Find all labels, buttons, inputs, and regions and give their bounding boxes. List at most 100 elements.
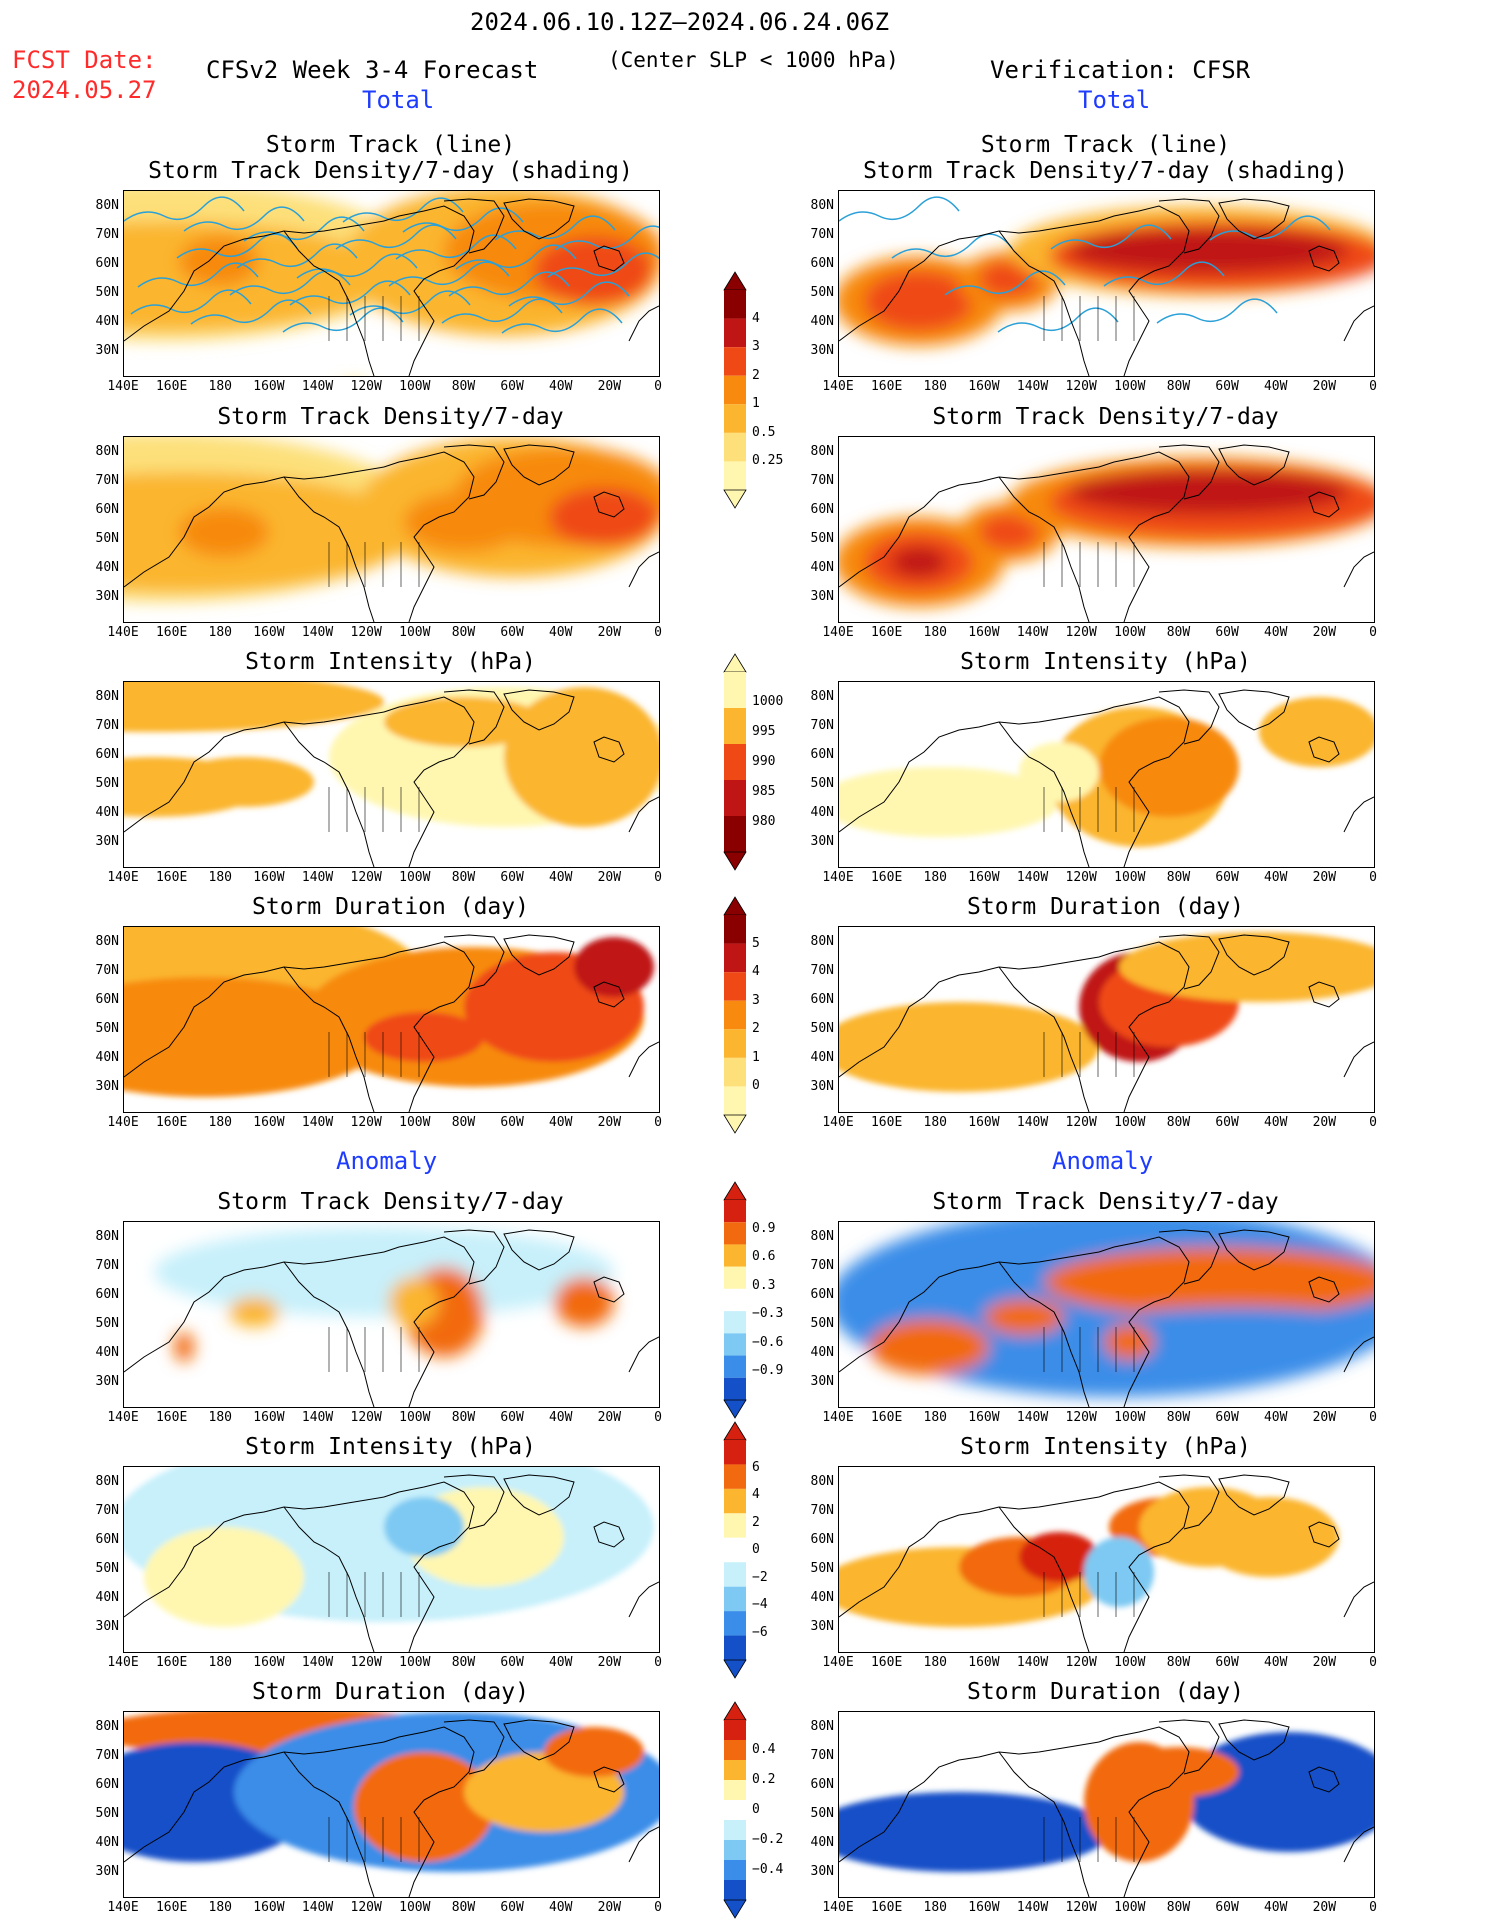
coastline: [1098, 205, 1190, 376]
shaded-region: [1084, 1537, 1154, 1607]
lon-tick-label: 100W: [1114, 379, 1146, 394]
lon-tick-label: 40W: [548, 1115, 573, 1130]
lon-tick-label: 160E: [870, 870, 903, 885]
shaded-region: [544, 1727, 644, 1777]
storm-track-line: [236, 243, 358, 269]
map-panel: [838, 436, 1375, 623]
lon-tick-label: 140W: [301, 1655, 334, 1670]
section-anomaly-left: Anomaly: [336, 1147, 438, 1175]
lon-tick-label: 80W: [1166, 379, 1191, 394]
forecast-title: CFSv2 Week 3-4 Forecast: [206, 56, 539, 84]
lon-tick-label: 60W: [500, 1410, 524, 1425]
lon-tick-label: 160W: [253, 379, 285, 394]
coastline: [1158, 934, 1220, 990]
coastline: [503, 198, 575, 240]
map-panel: [838, 681, 1375, 868]
lon-tick-label: 120W: [350, 1655, 382, 1670]
lon-tick-label: 40W: [1263, 1115, 1288, 1130]
coastline: [443, 444, 505, 500]
storm-track-line: [547, 252, 659, 278]
coastline: [1098, 941, 1190, 1112]
lon-tick-label: 140W: [301, 1410, 334, 1425]
lat-tick-label: 40N: [810, 1345, 834, 1360]
storm-track-line: [448, 271, 570, 297]
lon-tick-label: 20W: [1312, 870, 1337, 885]
coastline: [443, 934, 505, 990]
colorbar-segment: [724, 1266, 746, 1289]
coastline: [443, 1719, 505, 1775]
colorbar-segment: [724, 672, 746, 708]
shaded-region: [1119, 1747, 1239, 1797]
colorbar-segment: [724, 1222, 746, 1245]
lon-tick-label: 120W: [1065, 1115, 1097, 1130]
storm-track-line: [183, 206, 305, 232]
colorbar-label: 3: [752, 339, 760, 355]
colorbar-segment: [724, 1800, 746, 1820]
coastline: [283, 721, 375, 867]
shaded-region: [839, 1792, 1109, 1872]
lat-tick-label: 70N: [810, 227, 834, 242]
lat-tick-label: 50N: [810, 1021, 834, 1036]
colorbar-label: −0.3: [752, 1306, 784, 1322]
coastline: [839, 1741, 1100, 1863]
lon-tick-label: 160E: [155, 1655, 188, 1670]
lat-tick-label: 40N: [95, 1590, 119, 1605]
lat-tick-label: 50N: [95, 1806, 119, 1821]
lat-tick-label: 50N: [810, 531, 834, 546]
colorbar-label: 0.3: [752, 1277, 776, 1293]
lat-tick-label: 60N: [95, 1287, 119, 1302]
shaded-region: [979, 514, 1039, 550]
colorbar-label: −4: [752, 1597, 768, 1612]
coastline: [1098, 1236, 1190, 1407]
map-panel: [123, 1466, 660, 1653]
coastline: [124, 956, 385, 1078]
colorbar-label: −0.4: [752, 1862, 784, 1877]
lon-tick-label: 100W: [399, 1655, 431, 1670]
lat-tick-label: 70N: [810, 1258, 834, 1273]
lon-tick-label: 120W: [350, 379, 382, 394]
fcst-date-value: 2024.05.27: [12, 76, 157, 104]
coastline: [628, 551, 659, 588]
shaded-region: [839, 1002, 1099, 1092]
lat-tick-label: 70N: [95, 963, 119, 978]
panel-title: Storm Track Density/7-day: [932, 404, 1279, 430]
colorbar-segment: [724, 943, 746, 973]
coastline: [593, 736, 625, 763]
coastline: [1308, 736, 1340, 763]
coastline: [1343, 551, 1374, 588]
colorbar-label: 4: [752, 310, 760, 326]
lat-tick-label: 40N: [95, 1345, 119, 1360]
shaded-region: [1019, 742, 1099, 802]
lat-tick-label: 70N: [810, 1503, 834, 1518]
coastline: [839, 1251, 1100, 1373]
colorbar-segment: [724, 708, 746, 744]
colorbar-label: 0.25: [752, 453, 784, 469]
lon-tick-label: 20W: [1312, 625, 1337, 640]
lon-tick-label: 80W: [1166, 1900, 1191, 1915]
coastline: [998, 476, 1090, 622]
map-panel: [123, 1221, 660, 1408]
colorbar-segment: [724, 972, 746, 1001]
coastline: [839, 711, 1100, 833]
lat-tick-label: 80N: [810, 689, 834, 704]
lon-tick-label: 140E: [822, 379, 854, 394]
lon-tick-label: 100W: [1114, 1900, 1146, 1915]
lon-tick-label: 140E: [107, 870, 139, 885]
colorbar-end: [723, 1701, 747, 1721]
storm-track-line: [501, 308, 623, 334]
lon-tick-label: 20W: [1312, 379, 1337, 394]
coastline: [1218, 1474, 1290, 1516]
storm-track-line: [137, 262, 259, 288]
colorbar-label: 3: [752, 992, 760, 1008]
colorbar-label: 4: [752, 1487, 760, 1502]
lon-tick-label: 160W: [253, 1115, 285, 1130]
lon-tick-label: 180: [923, 1655, 947, 1670]
lon-tick-label: 100W: [399, 625, 431, 640]
lon-tick-label: 0: [1369, 1115, 1377, 1130]
coastline: [998, 1506, 1090, 1652]
lat-tick-label: 30N: [95, 1864, 119, 1879]
lat-tick-label: 70N: [95, 473, 119, 488]
coastline: [383, 696, 475, 867]
coastline: [1098, 451, 1190, 622]
colorbar-label: 0: [752, 1078, 760, 1094]
